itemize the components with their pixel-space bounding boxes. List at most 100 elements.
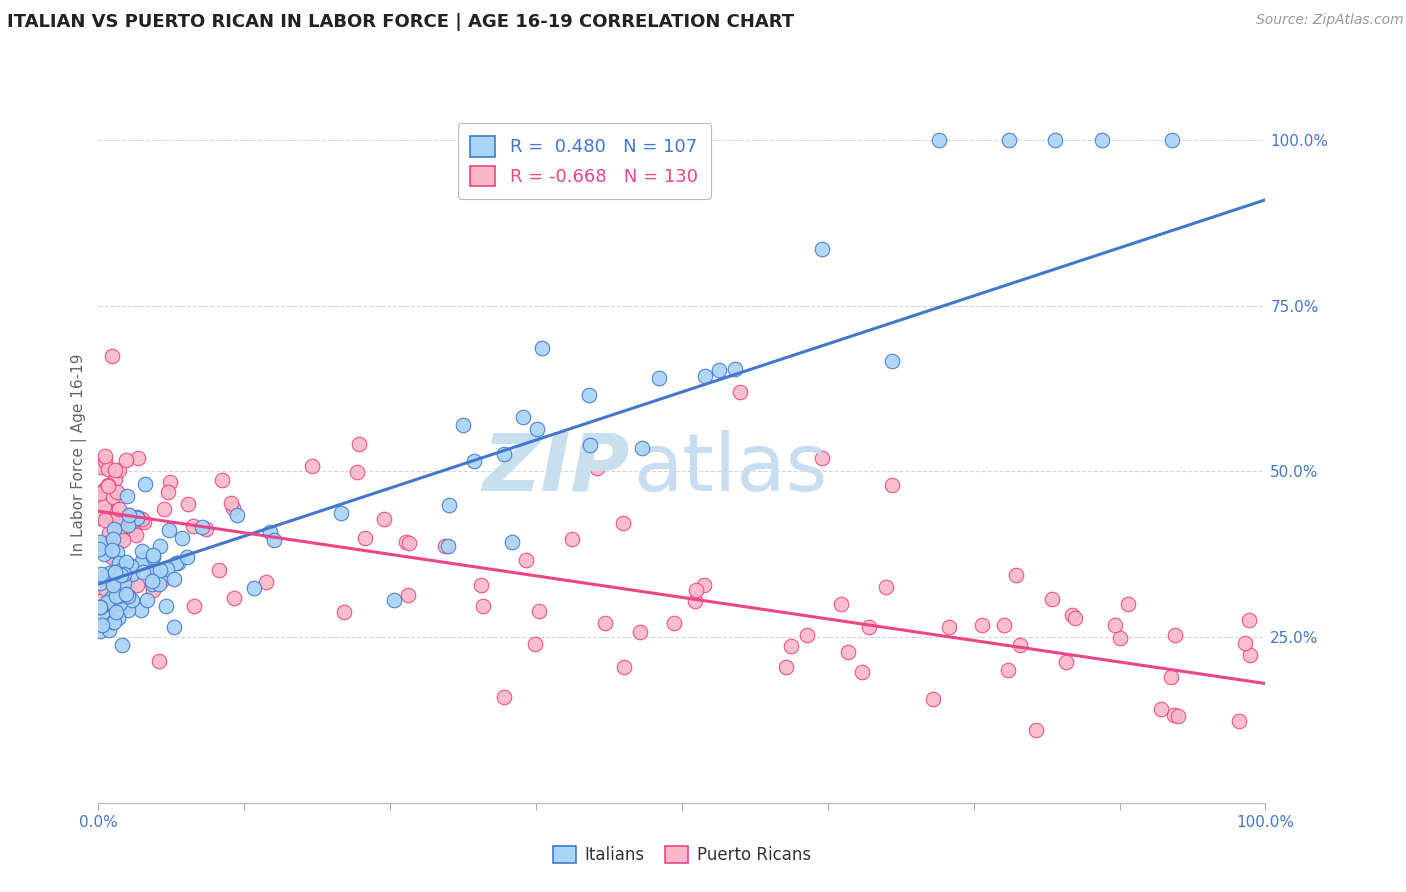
Point <box>131 543 153 558</box>
Point <box>259 524 281 539</box>
Point <box>112 566 135 581</box>
Point <box>90 567 112 582</box>
Point <box>125 527 148 541</box>
Text: ITALIAN VS PUERTO RICAN IN LABOR FORCE | AGE 16-19 CORRELATION CHART: ITALIAN VS PUERTO RICAN IN LABOR FORCE |… <box>7 13 794 31</box>
Point <box>127 509 149 524</box>
Point <box>150 569 173 583</box>
Point <box>1025 723 1047 738</box>
Point <box>152 502 174 516</box>
Point <box>103 615 125 629</box>
Point <box>875 580 897 594</box>
Point <box>148 576 170 591</box>
Point <box>132 566 155 580</box>
Point <box>107 611 129 625</box>
Point <box>472 599 495 613</box>
Point <box>103 532 125 546</box>
Point <box>91 570 114 584</box>
Point <box>463 454 485 468</box>
Point <box>131 554 153 568</box>
Point <box>142 582 165 597</box>
Point <box>111 597 134 611</box>
Point <box>1040 591 1063 606</box>
Point <box>434 539 457 553</box>
Point <box>101 490 124 504</box>
Point <box>105 605 128 619</box>
Point <box>157 524 180 538</box>
Point <box>347 437 370 451</box>
Point <box>105 557 128 571</box>
Point <box>100 578 122 592</box>
Point <box>578 388 600 402</box>
Point <box>94 450 117 464</box>
Point <box>851 665 873 679</box>
Point <box>172 531 194 545</box>
Point <box>685 582 707 597</box>
Point <box>880 477 903 491</box>
Point <box>89 576 111 591</box>
Point <box>683 594 706 608</box>
Point <box>1116 597 1139 611</box>
Point <box>97 477 120 491</box>
Point <box>114 576 136 591</box>
Point <box>163 572 186 586</box>
Point <box>90 486 112 500</box>
Point <box>108 463 131 477</box>
Point <box>91 618 114 632</box>
Point <box>1239 648 1261 662</box>
Point <box>117 603 139 617</box>
Point <box>163 620 186 634</box>
Point <box>105 544 128 558</box>
Point <box>100 549 122 564</box>
Point <box>103 615 125 629</box>
Point <box>1045 133 1067 147</box>
Point <box>108 556 131 570</box>
Point <box>1005 568 1028 582</box>
Point <box>97 611 120 625</box>
Y-axis label: In Labor Force | Age 16-19: In Labor Force | Age 16-19 <box>72 353 87 557</box>
Point <box>613 659 636 673</box>
Point <box>97 597 120 611</box>
Point <box>117 576 139 591</box>
Point <box>707 363 730 377</box>
Point <box>115 453 138 467</box>
Point <box>1091 133 1114 147</box>
Point <box>97 566 120 580</box>
Point <box>631 441 654 455</box>
Point <box>1160 670 1182 684</box>
Point <box>530 342 553 356</box>
Point <box>796 627 818 641</box>
Point <box>1109 631 1132 645</box>
Point <box>176 550 198 565</box>
Point <box>149 539 172 553</box>
Point <box>90 460 112 475</box>
Point <box>98 526 121 541</box>
Point <box>117 508 139 522</box>
Point <box>93 499 115 513</box>
Point <box>1163 707 1185 722</box>
Point <box>110 563 132 577</box>
Point <box>101 572 124 586</box>
Point <box>396 588 419 602</box>
Point <box>243 581 266 595</box>
Point <box>136 592 159 607</box>
Point <box>779 639 801 653</box>
Point <box>662 616 685 631</box>
Point <box>96 503 118 517</box>
Point <box>585 460 607 475</box>
Point <box>115 489 138 503</box>
Point <box>1161 133 1184 147</box>
Point <box>129 603 152 617</box>
Point <box>382 592 405 607</box>
Point <box>94 454 117 468</box>
Point <box>1164 628 1187 642</box>
Point <box>593 616 616 631</box>
Point <box>89 600 111 615</box>
Point <box>93 548 115 562</box>
Point <box>301 458 323 473</box>
Point <box>89 624 111 639</box>
Point <box>117 596 139 610</box>
Point <box>225 508 247 523</box>
Point <box>100 505 122 519</box>
Point <box>997 663 1019 677</box>
Point <box>121 524 143 538</box>
